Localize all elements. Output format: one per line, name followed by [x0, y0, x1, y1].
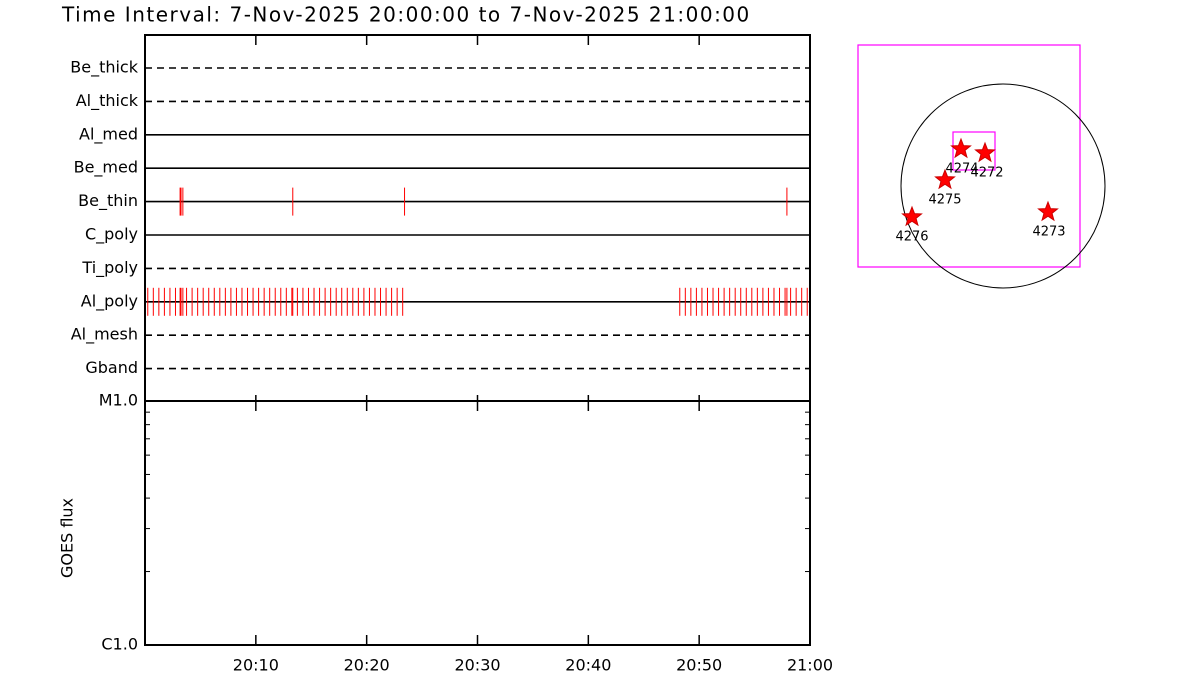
active-region-marker	[950, 137, 972, 159]
filter-label: C_poly	[85, 225, 138, 245]
solar-limb	[900, 83, 1106, 289]
filter-label: Al_med	[79, 124, 138, 144]
x-tick-label: 20:30	[454, 656, 500, 675]
active-region-label: 4274	[945, 162, 978, 177]
active-region-label: 4276	[895, 230, 928, 245]
x-tick-label: 20:50	[676, 656, 722, 675]
active-region-marker	[1037, 200, 1059, 222]
x-tick-label: 20:40	[565, 656, 611, 675]
filter-label: Al_poly	[81, 291, 138, 311]
active-region-marker	[974, 141, 996, 163]
timeline-frame	[144, 34, 811, 402]
x-tick-label: 20:20	[344, 656, 390, 675]
chart-title: Time Interval: 7-Nov-2025 20:00:00 to 7-…	[61, 3, 751, 27]
active-region-label: 4273	[1032, 225, 1065, 240]
filter-label: Al_thick	[76, 91, 139, 111]
filter-label: Gband	[85, 358, 138, 377]
filter-label: Al_mesh	[71, 325, 138, 345]
active-region-marker	[901, 205, 923, 227]
active-region-label: 4275	[928, 193, 961, 208]
active-region-label: 4272	[970, 166, 1003, 181]
filter-label: Ti_poly	[81, 258, 138, 278]
y-tick-label: M1.0	[99, 391, 138, 410]
y-axis-label: GOES flux	[58, 498, 77, 578]
filter-label: Be_thick	[70, 58, 138, 78]
field-of-view	[857, 44, 1081, 268]
pointing-box	[952, 131, 996, 171]
filter-label: Be_thin	[78, 191, 138, 211]
active-region-marker	[934, 168, 956, 190]
filter-label: Be_med	[74, 158, 138, 178]
goes-frame	[144, 400, 811, 646]
y-tick-label: C1.0	[101, 635, 138, 654]
x-tick-label: 21:00	[787, 656, 833, 675]
x-tick-label: 20:10	[233, 656, 279, 675]
